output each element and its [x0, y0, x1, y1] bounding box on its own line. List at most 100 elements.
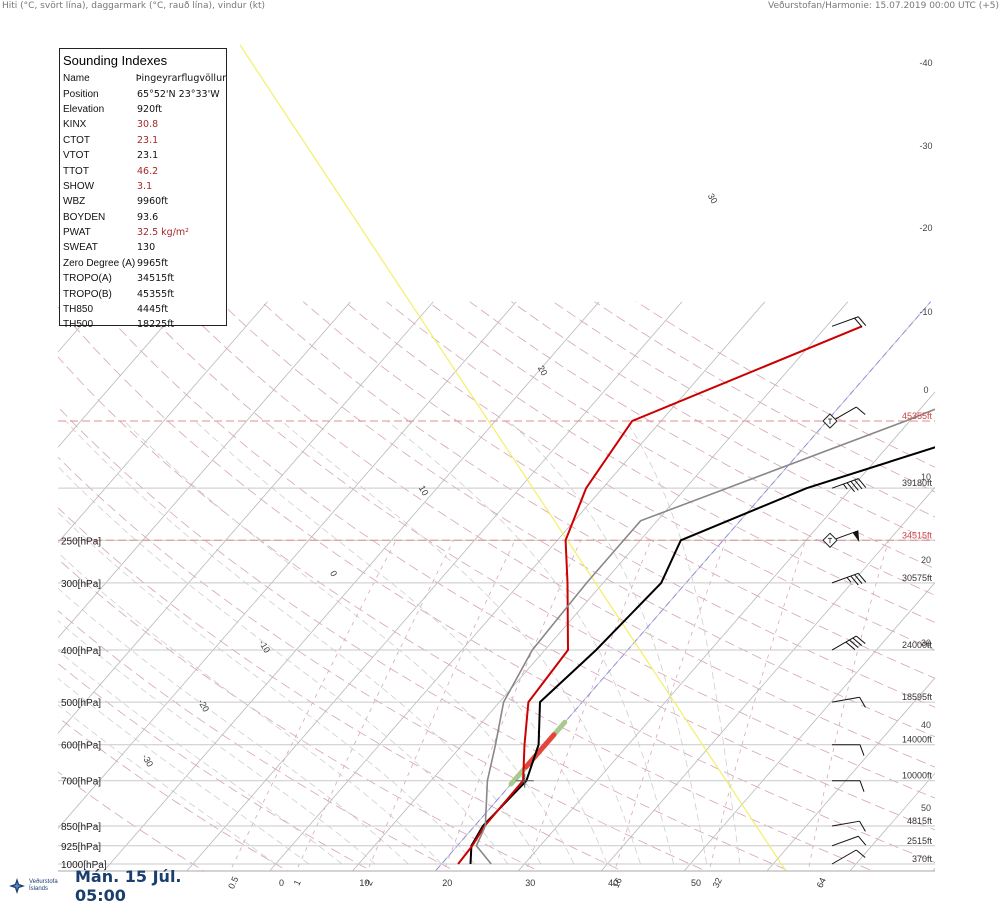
isotherm: [347, 302, 848, 878]
wind-barb: [832, 820, 865, 836]
dry-adiabat: [428, 302, 1003, 876]
x-tick-label: 50: [691, 878, 701, 888]
wind-barb: [832, 781, 864, 792]
right-axis-label: 30: [921, 638, 931, 648]
wind-barb-shaft: [832, 836, 858, 846]
index-value: 93.6: [137, 212, 158, 223]
isotherm: [98, 302, 599, 878]
mixing-ratio-line: [525, 540, 651, 875]
index-value: 3.1: [137, 181, 152, 192]
isotherm: [0, 302, 19, 878]
height-label: 10000ft: [902, 771, 933, 781]
moist-adiabat: [0, 421, 375, 864]
dry-adiabat: [178, 302, 1003, 876]
wind-barb: [832, 745, 864, 756]
right-axis-label: -30: [919, 141, 932, 151]
x-tick-label: 30: [525, 878, 535, 888]
height-label: 370ft: [912, 854, 933, 864]
mixing-ratio-line: [294, 540, 453, 875]
freezing-isotherm: [430, 302, 931, 878]
height-label: 45355ft: [902, 411, 933, 421]
moist-adiabat: [124, 421, 574, 864]
moist-adiabat: [0, 421, 342, 864]
index-label: Position: [63, 89, 137, 100]
isotherm: [181, 302, 682, 878]
moist-adiabat: [627, 421, 740, 864]
index-value: 34515ft: [137, 273, 174, 284]
pressure-label: 500[hPa]: [61, 698, 101, 709]
right-axis-label: -20: [919, 223, 932, 233]
wind-barb-shaft: [832, 850, 856, 864]
wind-barb: [832, 697, 865, 713]
right-axis-label: 20: [921, 555, 931, 565]
parcel-line: [240, 45, 786, 871]
wind-barb-shaft: [832, 407, 856, 421]
wind-barb-flag: [856, 405, 865, 417]
dry-adiabat: [220, 302, 1003, 876]
index-value: 18225ft: [137, 319, 174, 330]
dry-adiabat: [0, 302, 295, 876]
isotherm-label: -30: [140, 752, 155, 768]
right-axis-label: 0: [923, 385, 928, 395]
moist-adiabat: [387, 421, 673, 864]
dry-adiabat: [636, 302, 1003, 876]
height-label: 4815ft: [907, 816, 933, 826]
isotherm-label: 0: [328, 569, 339, 578]
index-value: 130: [137, 242, 155, 253]
height-label: 18595ft: [902, 692, 933, 702]
series-line: [471, 326, 1003, 864]
dry-adiabat: [553, 302, 1003, 876]
footer: Veðurstofa Íslands Mán. 15 Júl. 05:00: [0, 872, 213, 900]
index-value: 46.2: [137, 166, 158, 177]
pressure-label: 400[hPa]: [61, 646, 101, 657]
index-value: 45355ft: [137, 289, 174, 300]
index-label: PWAT: [63, 227, 137, 238]
pressure-label: 850[hPa]: [61, 822, 101, 833]
mixing-ratio-label: 32: [711, 876, 724, 889]
isotherm: [0, 302, 350, 878]
forecast-date: Mán. 15 Júl. 05:00: [75, 867, 213, 905]
index-value: 65°52'N 23°33'W: [137, 89, 220, 100]
pressure-label: 700[hPa]: [61, 777, 101, 788]
index-label: Elevation: [63, 104, 137, 115]
index-label: CTOT: [63, 135, 137, 146]
isotherm: [761, 302, 1003, 878]
x-tick-label: 0: [279, 878, 284, 888]
right-axis-label: 40: [921, 720, 931, 730]
wind-barb-flag: [858, 315, 866, 327]
mixing-ratio-line: [708, 540, 806, 875]
wind-barb-flag: [860, 781, 864, 792]
dry-adiabat: [0, 302, 379, 876]
right-axis-label: -40: [919, 58, 932, 68]
index-value: 4445ft: [137, 304, 168, 315]
index-value: Þingeyrarflugvöllur: [136, 73, 226, 84]
index-label: BOYDEN: [63, 212, 137, 223]
isotherm-label: 10: [417, 484, 431, 498]
mixing-ratio-line: [228, 540, 396, 875]
index-label: TH500: [63, 319, 137, 330]
index-label: WBZ: [63, 196, 137, 207]
logo: Veðurstofa Íslands: [8, 877, 69, 895]
wind-barb-shaft: [832, 317, 858, 327]
index-label: SWEAT: [63, 242, 137, 253]
dry-adiabat: [53, 302, 967, 876]
index-label: Zero Degree (A): [63, 258, 137, 269]
index-label: VTOT: [63, 150, 137, 161]
pressure-label: 600[hPa]: [61, 741, 101, 752]
imo-logo-icon: [8, 877, 26, 895]
right-axis-label: -10: [919, 307, 932, 317]
dry-adiabat: [511, 302, 1003, 876]
mixing-ratio-label: 0.5: [226, 875, 240, 891]
wind-barb-flag: [858, 835, 866, 847]
wind-barb: [832, 634, 865, 660]
index-row: TROPO(A)34515ft: [63, 271, 226, 286]
wind-barb-flag: [856, 848, 865, 860]
mixing-ratio-label: 1: [292, 878, 303, 887]
